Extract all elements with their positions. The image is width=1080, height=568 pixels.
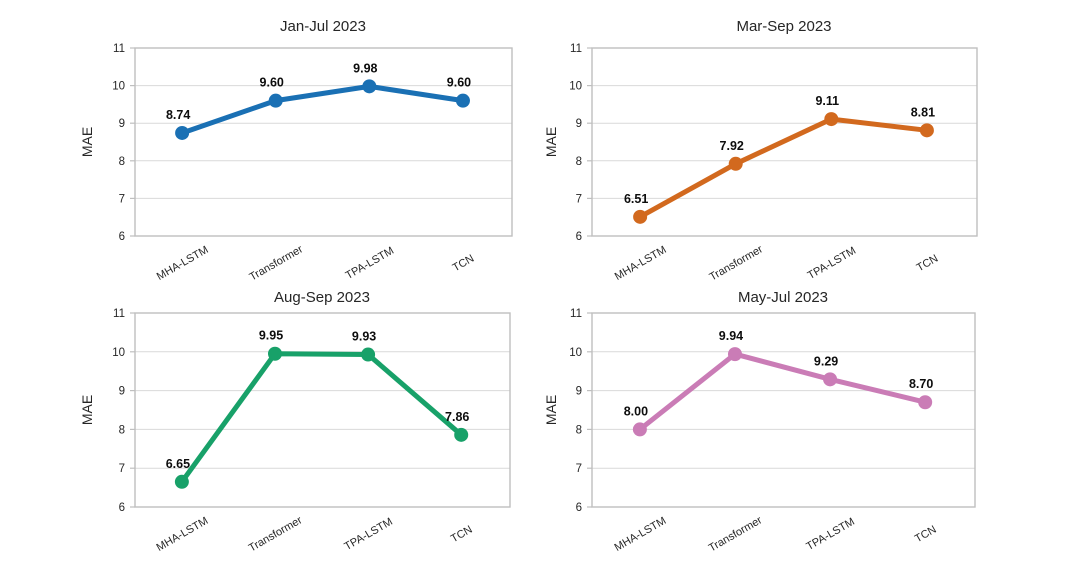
y-axis-label: MAE bbox=[79, 127, 95, 157]
data-point-marker bbox=[455, 93, 470, 108]
y-tick-label: 8 bbox=[119, 424, 125, 436]
x-tick-label: TPA-LSTM bbox=[344, 245, 396, 282]
data-point-marker bbox=[918, 395, 933, 410]
y-tick-label: 6 bbox=[576, 502, 582, 514]
chart-panel: 6 7 8 9 10 11 8.00 9.94 9.29 8.70 MHA-LSTM Transfor… bbox=[543, 289, 976, 554]
x-tick-label: TPA-LSTM bbox=[806, 245, 858, 282]
x-tick-label: TCN bbox=[451, 253, 477, 275]
y-tick-label: 8 bbox=[576, 156, 582, 168]
x-tick-label: MHA-LSTM bbox=[154, 515, 210, 554]
y-tick-label: 9 bbox=[576, 386, 582, 398]
data-point-marker bbox=[632, 422, 647, 437]
y-tick-label: 8 bbox=[119, 156, 125, 168]
y-tick-label: 9 bbox=[119, 118, 125, 130]
y-tick-label: 6 bbox=[119, 502, 125, 514]
data-line bbox=[637, 351, 928, 432]
data-point-label: 9.93 bbox=[352, 330, 376, 344]
y-tick-label: 11 bbox=[570, 308, 582, 320]
y-tick-label: 7 bbox=[576, 463, 582, 475]
data-point-label: 7.92 bbox=[720, 139, 744, 153]
data-point-marker bbox=[824, 112, 839, 127]
y-axis-label: MAE bbox=[79, 395, 95, 425]
x-tick-label: TPA-LSTM bbox=[342, 516, 394, 553]
data-line bbox=[637, 116, 930, 220]
data-point-label: 9.98 bbox=[353, 61, 377, 75]
data-point-label: 6.65 bbox=[166, 457, 190, 471]
chart-title: May-Jul 2023 bbox=[738, 289, 828, 306]
data-point-label: 9.29 bbox=[814, 354, 838, 368]
x-tick-label: TCN bbox=[449, 524, 475, 546]
data-point-label: 8.70 bbox=[909, 377, 933, 391]
x-tick-label: MHA-LSTM bbox=[612, 515, 668, 554]
plot-border bbox=[134, 47, 513, 237]
plot-border bbox=[134, 312, 511, 508]
x-tick-label: Transformer bbox=[247, 514, 305, 554]
x-tick-label: Transformer bbox=[707, 514, 765, 554]
data-point-label: 7.86 bbox=[445, 410, 469, 424]
data-point-marker bbox=[175, 125, 190, 140]
y-tick-label: 10 bbox=[569, 347, 582, 359]
data-point-label: 9.95 bbox=[259, 329, 283, 343]
chart-title: Mar-Sep 2023 bbox=[736, 18, 831, 35]
data-point-label: 9.60 bbox=[260, 76, 284, 90]
y-tick-label: 11 bbox=[113, 43, 125, 55]
y-tick-label: 9 bbox=[576, 118, 582, 130]
y-tick-label: 10 bbox=[112, 81, 125, 93]
data-point-marker bbox=[728, 156, 743, 171]
chart-panel: 6 7 8 9 10 11 8.74 9.60 9.98 9.60 MHA-LSTM Transfor… bbox=[79, 18, 513, 283]
x-tick-label: TPA-LSTM bbox=[804, 516, 856, 553]
data-point-marker bbox=[267, 346, 282, 361]
y-tick-label: 10 bbox=[569, 81, 582, 93]
data-point-label: 6.51 bbox=[624, 192, 648, 206]
data-point-marker bbox=[633, 209, 648, 224]
data-point-marker bbox=[823, 372, 838, 387]
chart-title: Jan-Jul 2023 bbox=[280, 18, 366, 35]
chart-panel: 6 7 8 9 10 11 6.51 7.92 9.11 8.81 MHA-LSTM Transfor… bbox=[543, 18, 978, 283]
y-tick-label: 6 bbox=[576, 231, 582, 243]
data-point-label: 9.11 bbox=[815, 94, 839, 108]
x-tick-label: Transformer bbox=[707, 243, 765, 283]
y-axis-label: MAE bbox=[543, 395, 559, 425]
data-point-marker bbox=[174, 474, 189, 489]
x-tick-label: TCN bbox=[915, 253, 941, 275]
plot-border bbox=[591, 47, 978, 237]
x-tick-label: MHA-LSTM bbox=[155, 244, 211, 283]
data-point-marker bbox=[919, 123, 934, 138]
data-point-label: 9.94 bbox=[719, 329, 743, 343]
y-tick-label: 11 bbox=[113, 308, 125, 320]
y-axis-label: MAE bbox=[543, 127, 559, 157]
plot-border bbox=[591, 312, 976, 508]
x-tick-label: Transformer bbox=[247, 243, 305, 283]
y-tick-label: 7 bbox=[119, 193, 125, 205]
data-point-label: 8.74 bbox=[166, 108, 190, 122]
x-tick-label: MHA-LSTM bbox=[613, 244, 669, 283]
data-line bbox=[179, 83, 466, 136]
data-point-marker bbox=[362, 79, 377, 94]
data-point-marker bbox=[268, 93, 283, 108]
y-tick-label: 11 bbox=[570, 43, 582, 55]
data-point-label: 8.00 bbox=[624, 404, 648, 418]
y-tick-label: 10 bbox=[112, 347, 125, 359]
y-tick-label: 8 bbox=[576, 424, 582, 436]
data-point-marker bbox=[727, 347, 742, 362]
data-point-marker bbox=[361, 347, 376, 362]
data-point-label: 9.60 bbox=[447, 76, 471, 90]
data-line bbox=[179, 351, 464, 485]
y-tick-label: 9 bbox=[119, 386, 125, 398]
chart-panel: 6 7 8 9 10 11 6.65 9.95 9.93 7.86 MHA-LSTM Transfor… bbox=[79, 289, 511, 554]
y-tick-label: 7 bbox=[576, 193, 582, 205]
y-tick-label: 7 bbox=[119, 463, 125, 475]
chart-title: Aug-Sep 2023 bbox=[274, 289, 370, 306]
x-tick-label: TCN bbox=[913, 524, 939, 546]
data-point-label: 8.81 bbox=[911, 105, 935, 119]
data-point-marker bbox=[454, 427, 469, 442]
y-tick-label: 6 bbox=[119, 231, 125, 243]
